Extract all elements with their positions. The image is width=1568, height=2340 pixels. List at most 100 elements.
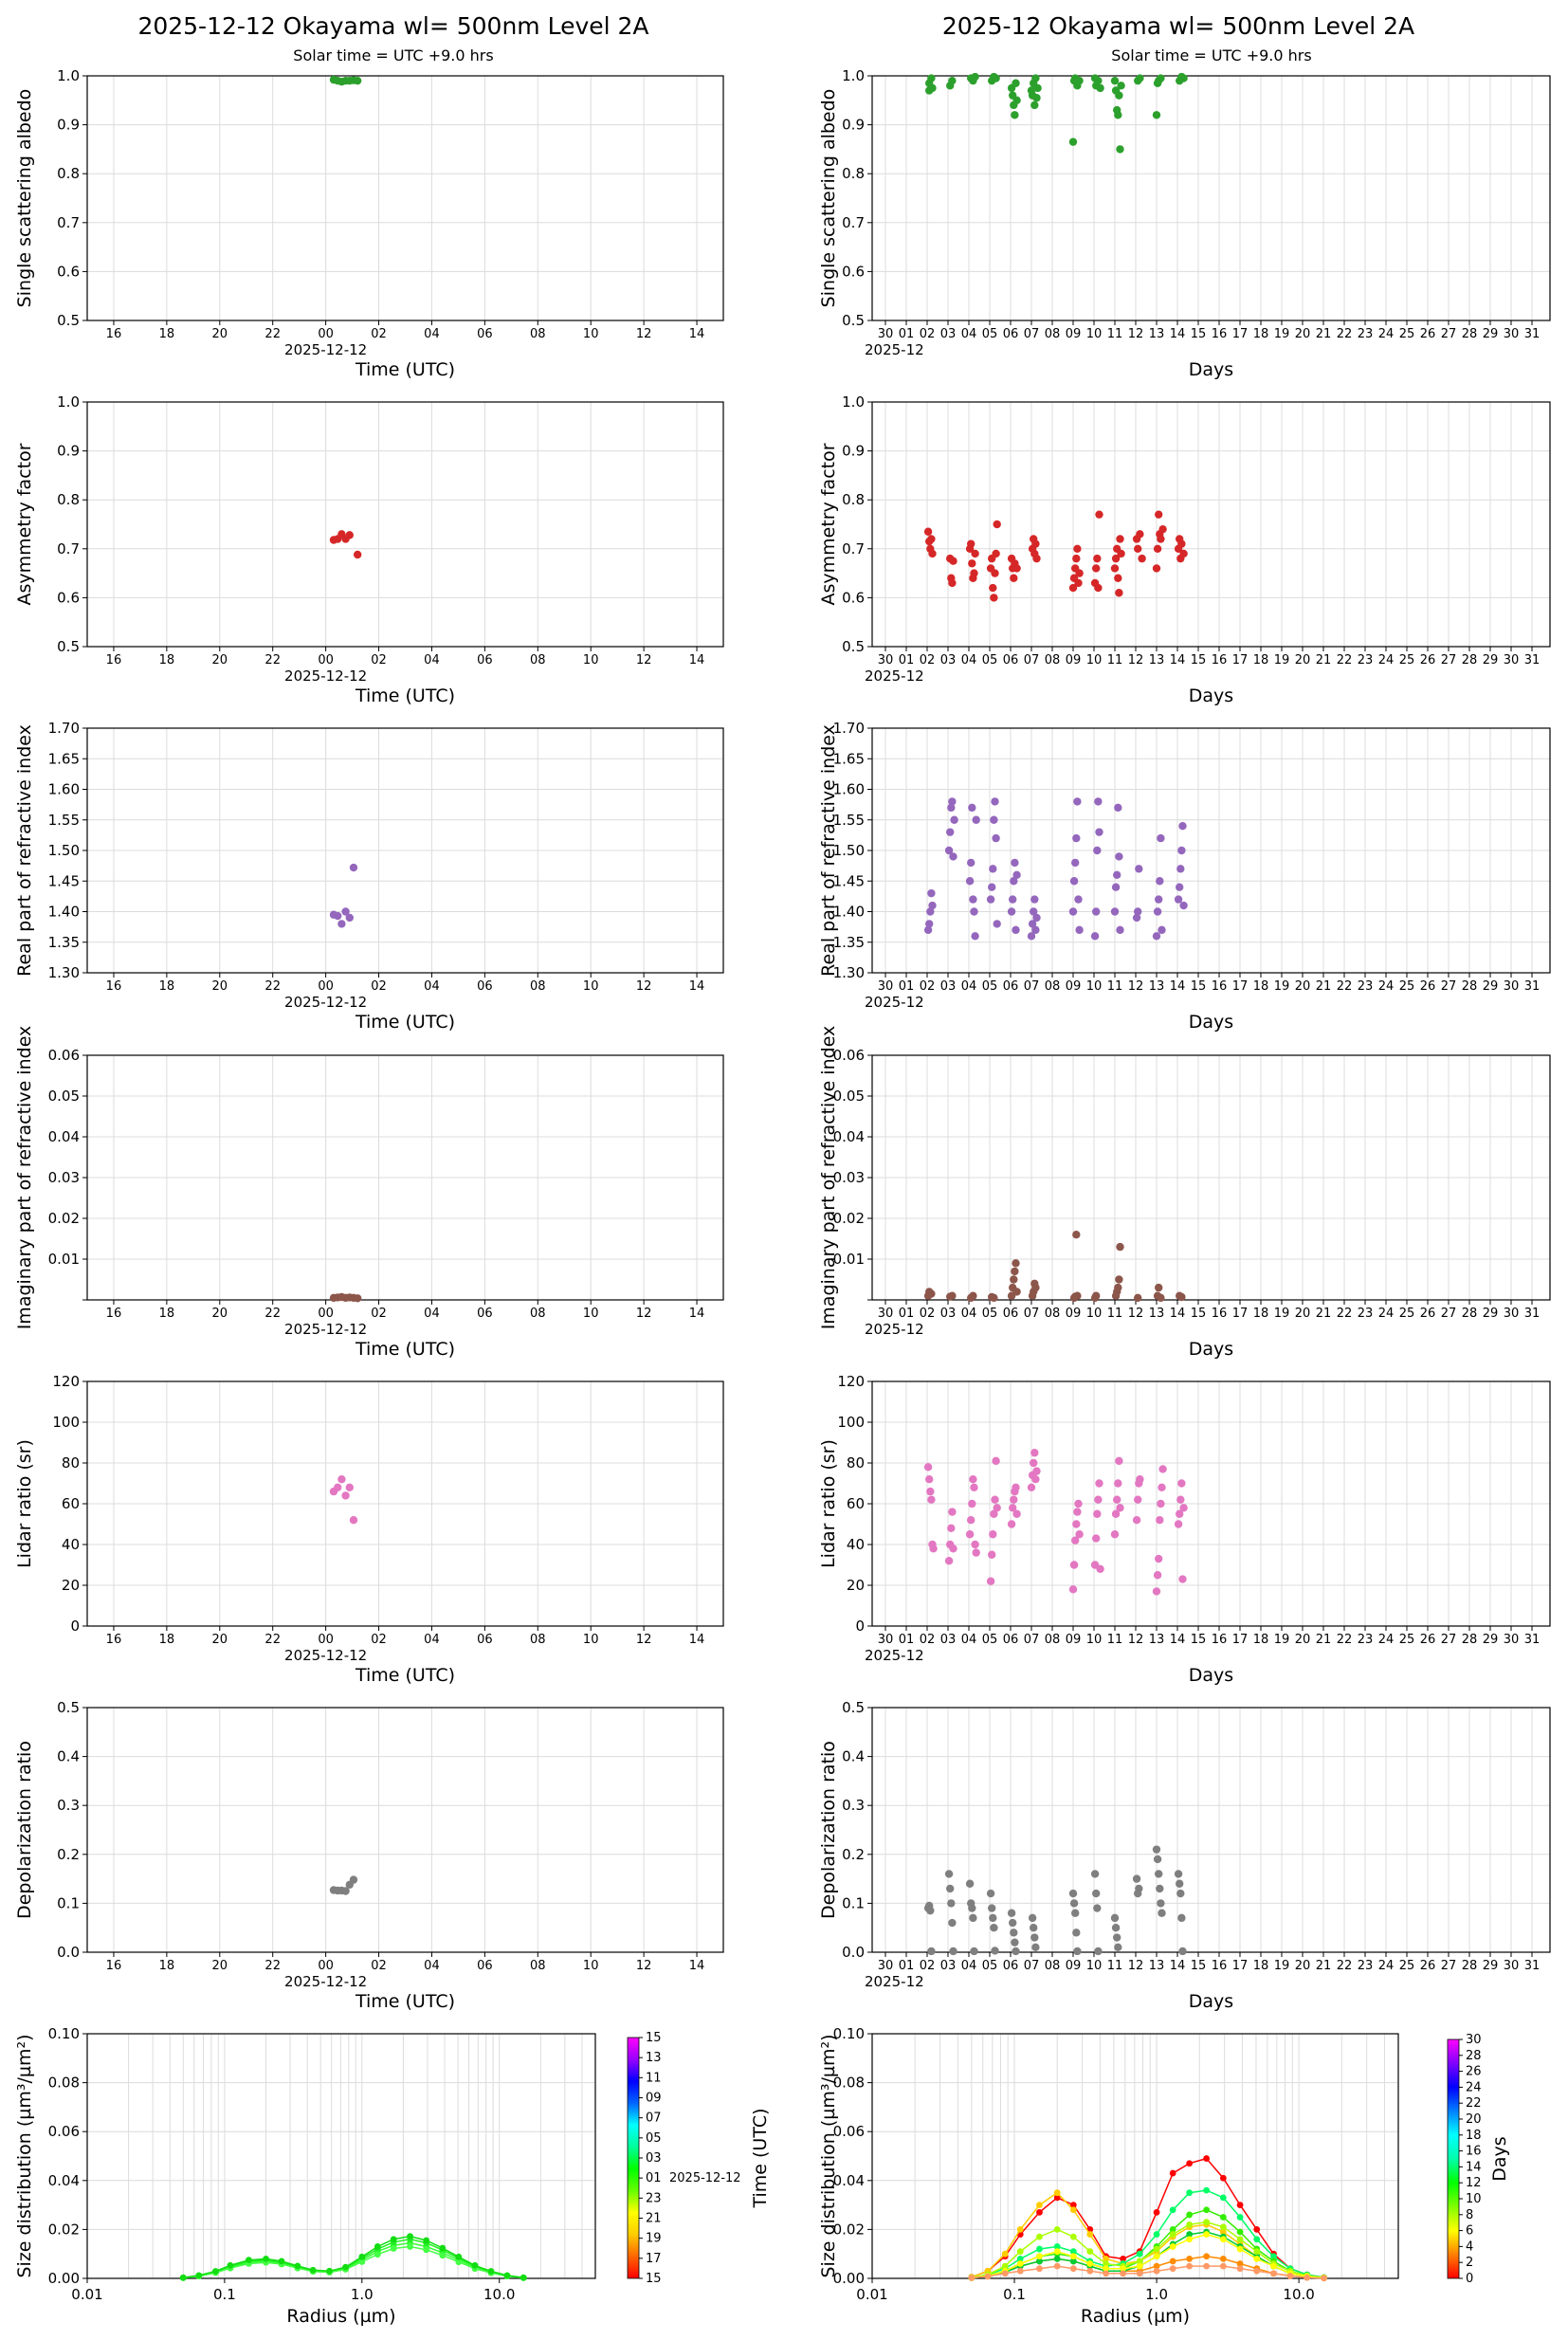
x-tick-label: 02	[920, 327, 936, 341]
data-point	[1174, 895, 1183, 904]
x-tick-label: 27	[1441, 1633, 1457, 1647]
y-tick-label: 0.04	[833, 1128, 865, 1145]
data-point	[1134, 1293, 1142, 1303]
data-point	[1153, 1571, 1162, 1580]
y-tick-label: 80	[847, 1454, 865, 1472]
x-tick-label: 06	[477, 653, 493, 667]
x-tick-label: 16	[1212, 979, 1228, 994]
y-tick-label: 0.06	[833, 2123, 865, 2140]
x-tick-label: 17	[1232, 327, 1249, 341]
data-point	[1030, 895, 1039, 904]
x-tick-label: 04	[424, 327, 440, 341]
data-point	[1169, 2265, 1176, 2273]
data-point	[326, 2267, 333, 2275]
data-point	[1053, 2226, 1061, 2233]
data-point	[1157, 833, 1165, 843]
x-tick-label: 20	[1295, 653, 1311, 667]
x-tick-label: 04	[961, 327, 977, 341]
data-point	[1155, 1870, 1163, 1878]
data-point	[966, 539, 975, 548]
data-point	[1068, 1585, 1078, 1594]
data-point	[455, 2258, 463, 2266]
data-point	[1030, 1924, 1038, 1932]
data-point	[353, 76, 362, 85]
data-point	[227, 2261, 234, 2269]
data-point	[971, 1540, 979, 1549]
data-point	[1153, 2208, 1160, 2216]
data-point	[471, 2261, 479, 2269]
y-tick-label: 0.7	[842, 540, 865, 558]
x-axis-label: Radius (µm)	[1081, 2306, 1190, 2327]
data-point	[948, 578, 957, 588]
x-tick-label: 02	[371, 327, 387, 341]
date-label: 2025-12-12	[284, 1321, 367, 1338]
data-point	[986, 895, 995, 904]
data-point	[1236, 2245, 1244, 2253]
data-point	[992, 549, 1000, 558]
x-axis-label: Time (UTC)	[355, 1991, 455, 2012]
x-tick-label: 02	[371, 1959, 387, 1973]
x-tick-label: 05	[982, 1633, 998, 1647]
data-point	[1253, 2248, 1261, 2256]
colorbar-tick-label: 4	[1466, 2239, 1473, 2254]
y-axis-label: Single scattering albedo	[818, 89, 839, 308]
data-point	[358, 2253, 366, 2260]
x-tick-label: 22	[264, 979, 281, 994]
data-point	[1092, 1534, 1101, 1543]
data-point	[1069, 2265, 1077, 2273]
data-point	[927, 74, 936, 82]
x-tick-label: 09	[1066, 327, 1082, 341]
data-point	[1136, 2250, 1143, 2258]
data-point	[1138, 554, 1146, 563]
data-point	[1115, 589, 1123, 597]
x-tick-label: 06	[477, 1307, 493, 1321]
x-tick-label: 18	[159, 327, 175, 341]
x-tick-label: 30	[1504, 653, 1520, 667]
data-point	[349, 1516, 358, 1525]
x-tick-label: 23	[1358, 653, 1374, 667]
y-tick-label: 0.9	[842, 443, 865, 460]
x-tick-label: 0.1	[213, 2286, 236, 2303]
data-point	[1158, 1483, 1166, 1492]
data-point	[1012, 925, 1020, 935]
data-point	[986, 1577, 995, 1585]
x-tick-label: 22	[264, 653, 281, 667]
data-point	[1179, 901, 1188, 910]
x-tick-label: 22	[264, 1959, 281, 1973]
data-point	[1036, 2208, 1043, 2216]
data-point	[1011, 858, 1019, 868]
size-distribution-line	[971, 2189, 1324, 2278]
data-point	[455, 2253, 463, 2260]
x-tick-label: 07	[1024, 1633, 1040, 1647]
y-tick-label: 1.40	[833, 904, 865, 921]
plot-frame	[86, 2033, 596, 2279]
data-point	[1016, 2267, 1024, 2275]
data-point	[1007, 1909, 1016, 1917]
x-tick-label: 27	[1441, 1307, 1457, 1321]
y-tick-label: 1.70	[833, 720, 865, 737]
colorbar-tick-label: 13	[646, 2051, 662, 2065]
data-point	[1155, 1554, 1163, 1563]
data-point	[1074, 1499, 1083, 1508]
x-tick-label: 13	[1149, 653, 1165, 667]
data-point	[341, 1887, 350, 1895]
data-point	[988, 883, 996, 891]
data-point	[1016, 2248, 1024, 2256]
left-solar-time-note: Solar time = UTC +9.0 hrs	[293, 46, 493, 64]
data-point	[342, 2263, 349, 2271]
data-point	[1219, 2214, 1227, 2221]
data-point	[1031, 1283, 1040, 1292]
data-point	[1096, 83, 1104, 93]
colorbar-tick-label: 2	[1466, 2256, 1473, 2270]
data-point	[358, 2258, 366, 2265]
y-axis-label: Size distribution (µm³/µm²)	[14, 2034, 35, 2277]
data-point	[926, 1906, 935, 1915]
data-point	[946, 828, 955, 836]
data-point	[1132, 913, 1141, 923]
x-tick-label: 25	[1399, 979, 1415, 994]
data-point	[972, 815, 980, 824]
data-point	[927, 888, 936, 898]
data-point	[925, 920, 934, 928]
x-tick-label: 16	[1212, 1307, 1228, 1321]
y-tick-label: 0.8	[842, 491, 865, 508]
